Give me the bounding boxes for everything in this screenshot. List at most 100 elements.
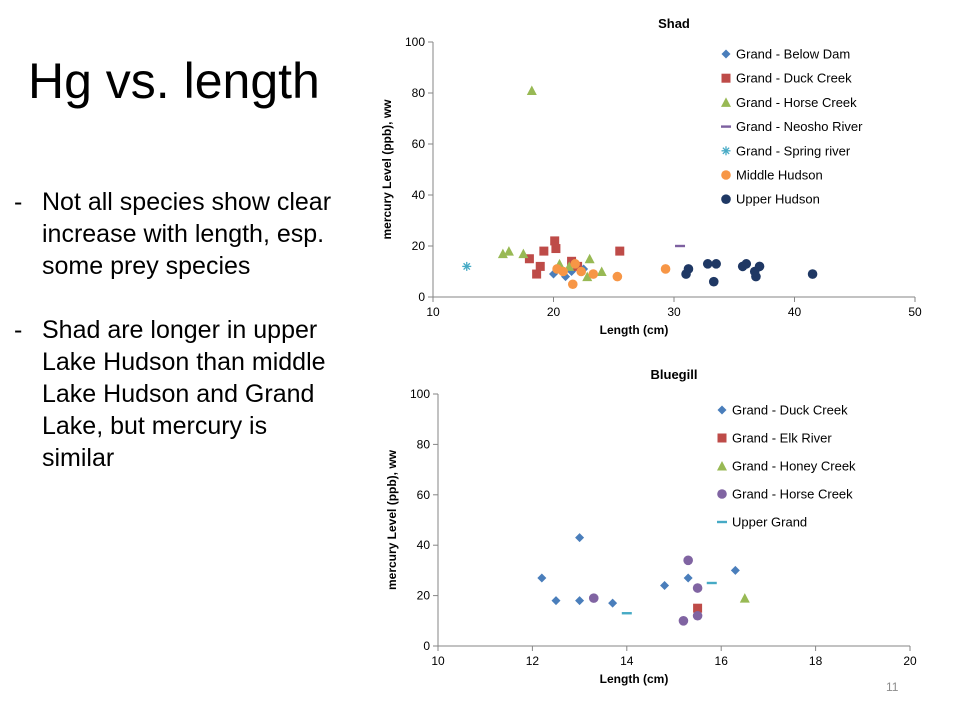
data-point	[692, 610, 703, 621]
bullet-list: - Not all species show clear increase wi…	[14, 186, 344, 506]
data-point	[807, 269, 818, 279]
data-point	[539, 246, 549, 256]
legend-label: Grand - Below Dam	[736, 47, 850, 62]
data-point	[497, 248, 508, 259]
data-point	[550, 236, 560, 246]
data-point	[730, 565, 740, 575]
data-point	[683, 555, 693, 566]
bluegill-x-tick-label: 20	[903, 654, 917, 668]
shad-data-points	[462, 85, 818, 290]
shad-x-tick-label: 10	[426, 305, 440, 319]
shad-series-upper-hudson	[681, 259, 818, 287]
shad-y-tick-label: 40	[412, 188, 426, 202]
shad-series-middle-hudson	[552, 259, 671, 290]
data-point	[462, 261, 472, 271]
bullet-marker: -	[14, 316, 23, 344]
shad-x-tick-label: 40	[788, 305, 802, 319]
legend-label: Grand - Horse Creek	[732, 487, 853, 502]
legend-label: Middle Hudson	[736, 168, 823, 183]
shad-x-axis-label: Length (cm)	[600, 323, 669, 337]
data-point	[615, 246, 625, 256]
legend-label: Grand - Elk River	[732, 431, 832, 446]
legend-marker	[721, 146, 731, 156]
shad-x-tick-label: 50	[908, 305, 922, 319]
data-point	[702, 259, 713, 269]
data-point	[532, 269, 542, 279]
data-point	[582, 271, 593, 282]
bluegill-x-tick-label: 12	[526, 654, 540, 668]
data-point	[588, 593, 599, 603]
shad-x-tick-label: 20	[547, 305, 561, 319]
bluegill-series-upper-grand	[621, 581, 717, 615]
bluegill-y-tick-label: 60	[417, 488, 431, 502]
shad-chart: Shad 0 20 40 60 80 100 10 20 30 40 50 Length (cm) mer…	[380, 16, 922, 337]
legend-item: Upper Hudson	[721, 192, 820, 207]
bluegill-x-tick-label: 14	[620, 654, 634, 668]
legend-label: Grand - Spring river	[736, 143, 851, 158]
legend-label: Grand - Honey Creek	[732, 459, 856, 474]
legend-item: Grand - Below Dam	[721, 47, 850, 62]
data-point	[537, 573, 547, 583]
legend-marker	[721, 194, 731, 204]
data-point	[683, 264, 694, 274]
bullet-marker: -	[14, 188, 23, 216]
legend-item: Grand - Horse Creek	[721, 95, 857, 110]
data-point	[739, 593, 750, 603]
data-point	[551, 596, 561, 606]
shad-x-tick-label: 30	[667, 305, 681, 319]
data-point	[561, 272, 571, 282]
legend-item: Upper Grand	[717, 515, 807, 530]
data-point	[526, 85, 537, 95]
bluegill-x-tick-label: 16	[715, 654, 729, 668]
shad-y-axis-label: mercury Level (ppb), ww	[380, 99, 394, 240]
legend-marker	[721, 125, 731, 128]
bluegill-chart-title: Bluegill	[651, 367, 698, 382]
legend-label: Grand - Duck Creek	[732, 403, 848, 418]
bullet-item: - Shad are longer in upper Lake Hudson t…	[14, 314, 344, 474]
data-point	[596, 266, 607, 276]
bluegill-data-points	[537, 533, 750, 626]
bullet-text: Shad are longer in upper Lake Hudson tha…	[42, 316, 326, 472]
data-point	[741, 259, 752, 269]
legend-item: Grand - Horse Creek	[717, 487, 853, 502]
shad-y-tick-label: 20	[412, 239, 426, 253]
data-point	[575, 533, 585, 543]
legend-item: Grand - Spring river	[721, 143, 851, 158]
slide-title: Hg vs. length	[28, 53, 320, 109]
bluegill-chart: Bluegill 0 20 40 60 80 100 10 12 14 16 18 20 Length (…	[385, 367, 917, 686]
shad-series-grand-spring-river	[462, 261, 472, 271]
legend-marker	[721, 170, 731, 180]
data-point	[570, 259, 580, 269]
legend-marker	[717, 520, 727, 524]
legend-marker	[717, 433, 727, 443]
shad-legend: Grand - Below Dam Grand - Duck Creek Grand…	[721, 47, 863, 207]
legend-label: Grand - Neosho River	[736, 119, 863, 134]
legend-marker	[717, 461, 727, 471]
bluegill-legend: Grand - Duck Creek Grand - Elk River Grand…	[717, 403, 856, 530]
shad-chart-title: Shad	[658, 16, 690, 31]
legend-item: Grand - Duck Creek	[717, 403, 848, 418]
legend-item: Grand - Honey Creek	[717, 459, 856, 474]
data-point	[692, 583, 703, 593]
bullet-item: - Not all species show clear increase wi…	[14, 186, 344, 282]
bluegill-y-tick-label: 80	[417, 437, 431, 451]
legend-item: Middle Hudson	[721, 168, 823, 183]
data-point	[660, 581, 670, 591]
data-point	[754, 261, 765, 272]
data-point	[608, 598, 618, 608]
bluegill-series-grand-horse-creek	[588, 555, 703, 626]
data-point	[660, 264, 671, 274]
bullet-text: Not all species show clear increase with…	[42, 188, 332, 280]
bluegill-y-tick-label: 100	[410, 387, 430, 401]
shad-y-tick-label: 0	[418, 290, 425, 304]
data-point	[575, 596, 585, 606]
legend-item: Grand - Duck Creek	[721, 71, 852, 86]
legend-item: Grand - Elk River	[717, 431, 832, 446]
shad-y-tick-label: 100	[405, 35, 425, 49]
legend-marker	[721, 97, 731, 107]
data-point	[503, 246, 514, 256]
data-point	[524, 254, 534, 264]
data-point	[576, 266, 587, 277]
bluegill-y-axis-label: mercury Level (ppb), ww	[385, 449, 399, 590]
data-point	[612, 271, 623, 282]
